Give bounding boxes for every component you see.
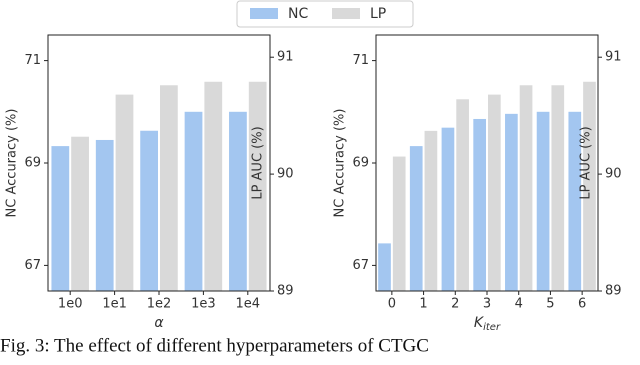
bar xyxy=(409,146,423,291)
x-axis-label-main: K xyxy=(474,315,485,331)
bar xyxy=(519,85,533,292)
bar xyxy=(140,130,158,291)
bar xyxy=(488,94,501,291)
x-axis-label-sub: iter xyxy=(483,322,501,333)
bar xyxy=(536,111,550,291)
y2-tick-label: 91 xyxy=(277,50,294,65)
y2-axis-label: LP AUC (%) xyxy=(251,126,266,199)
y-axis-label: NC Accuracy (%) xyxy=(333,109,348,218)
y-tick-label: 67 xyxy=(352,258,369,273)
x-axis-label-main: α xyxy=(154,315,164,331)
legend-swatch xyxy=(332,8,360,19)
y-tick-label: 71 xyxy=(24,53,41,68)
bar xyxy=(583,81,596,291)
legend-swatch xyxy=(250,8,278,19)
y-tick-label: 69 xyxy=(24,156,41,171)
legend-box xyxy=(236,0,414,28)
bar xyxy=(424,130,438,291)
y2-tick-label: 90 xyxy=(605,167,622,182)
bar xyxy=(160,85,178,292)
y-axis-label: NC Accuracy (%) xyxy=(5,109,20,218)
legend-label: NC xyxy=(288,6,308,22)
x-tick-label: 1e2 xyxy=(147,297,172,312)
bar xyxy=(392,156,406,291)
x-axis-label: α xyxy=(154,315,164,331)
x-tick-label: 5 xyxy=(546,297,554,312)
y2-tick-label: 89 xyxy=(605,284,622,299)
x-tick-label: 3 xyxy=(483,297,491,312)
y-tick-label: 71 xyxy=(352,53,369,68)
bar xyxy=(568,111,582,291)
x-tick-label: 6 xyxy=(578,297,586,312)
bar xyxy=(204,81,223,291)
x-tick-label: 2 xyxy=(451,297,459,312)
plot-frame xyxy=(375,34,599,292)
x-tick-label: 1e3 xyxy=(191,297,216,312)
x-tick-label: 0 xyxy=(388,297,396,312)
bar xyxy=(378,243,391,291)
bar xyxy=(248,81,267,291)
x-tick-label: 4 xyxy=(515,297,523,312)
x-tick-label: 1e0 xyxy=(58,297,83,312)
bar xyxy=(95,139,114,291)
y2-tick-label: 91 xyxy=(605,50,622,65)
x-tick-label: 1e1 xyxy=(102,297,127,312)
caption: Fig. 3: The effect of different hyperpar… xyxy=(0,335,429,356)
y2-tick-label: 89 xyxy=(277,284,294,299)
bar xyxy=(551,85,565,292)
y-tick-label: 69 xyxy=(352,156,369,171)
bar xyxy=(229,111,247,291)
bar xyxy=(71,136,89,291)
x-tick-label: 1 xyxy=(419,297,427,312)
bar xyxy=(505,113,518,292)
bar xyxy=(115,94,134,291)
x-axis-label: Kiter xyxy=(474,315,501,333)
y2-axis-label: LP AUC (%) xyxy=(579,126,594,199)
legend-label: LP xyxy=(370,6,386,22)
y2-tick-label: 90 xyxy=(277,167,294,182)
y-tick-label: 67 xyxy=(24,258,41,273)
bar xyxy=(51,146,70,291)
bar xyxy=(456,99,469,291)
x-tick-label: 1e4 xyxy=(236,297,261,312)
bar xyxy=(441,127,455,291)
bar xyxy=(473,118,486,291)
bar xyxy=(184,111,203,291)
